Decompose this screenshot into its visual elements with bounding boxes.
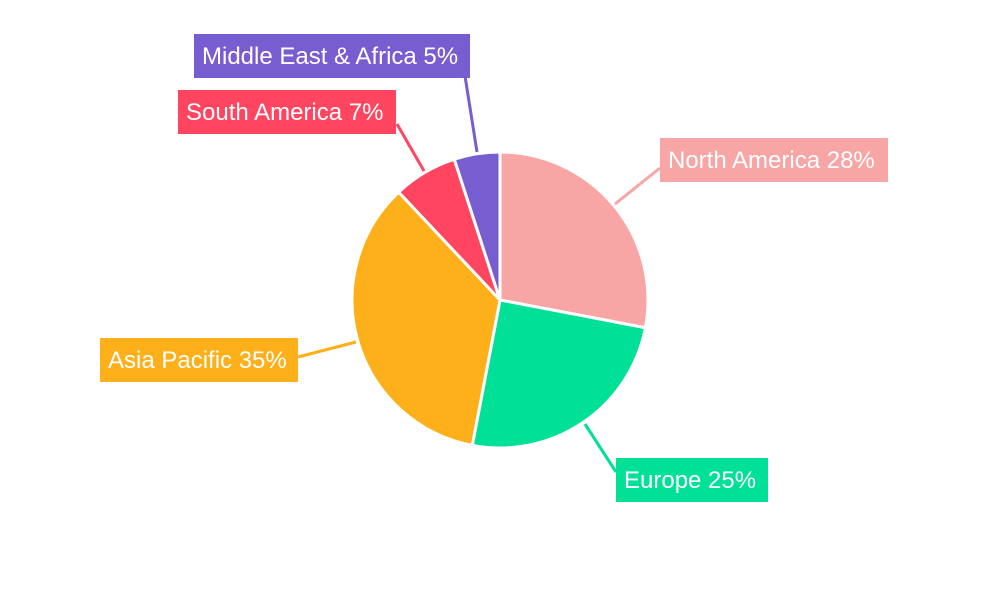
pie-slice-middle-east-africa[interactable] (452, 150, 502, 302)
data-label-asia-pacific: Asia Pacific 35% (108, 347, 287, 374)
label-box-europe (616, 458, 768, 502)
leader-line-north-america (614, 166, 661, 206)
leader-line-middle-east-africa (463, 75, 479, 153)
data-label-north-america: North America 28% (668, 147, 875, 174)
pie-slice-asia-pacific[interactable] (350, 190, 502, 447)
label-box-middle-east-africa (194, 34, 470, 78)
data-label-europe: Europe 25% (624, 467, 756, 494)
data-label-middle-east-africa: Middle East & Africa 5% (202, 43, 458, 70)
label-box-asia-pacific (100, 338, 298, 382)
leader-line-asia-pacific (297, 340, 357, 359)
pie-slice-europe[interactable] (470, 298, 647, 450)
leader-line-south-america (395, 123, 426, 172)
pie-slice-north-america[interactable] (498, 150, 650, 330)
label-box-north-america (660, 138, 888, 182)
label-box-south-america (178, 90, 396, 134)
data-label-south-america: South America 7% (186, 99, 383, 126)
leader-line-europe (583, 423, 618, 473)
